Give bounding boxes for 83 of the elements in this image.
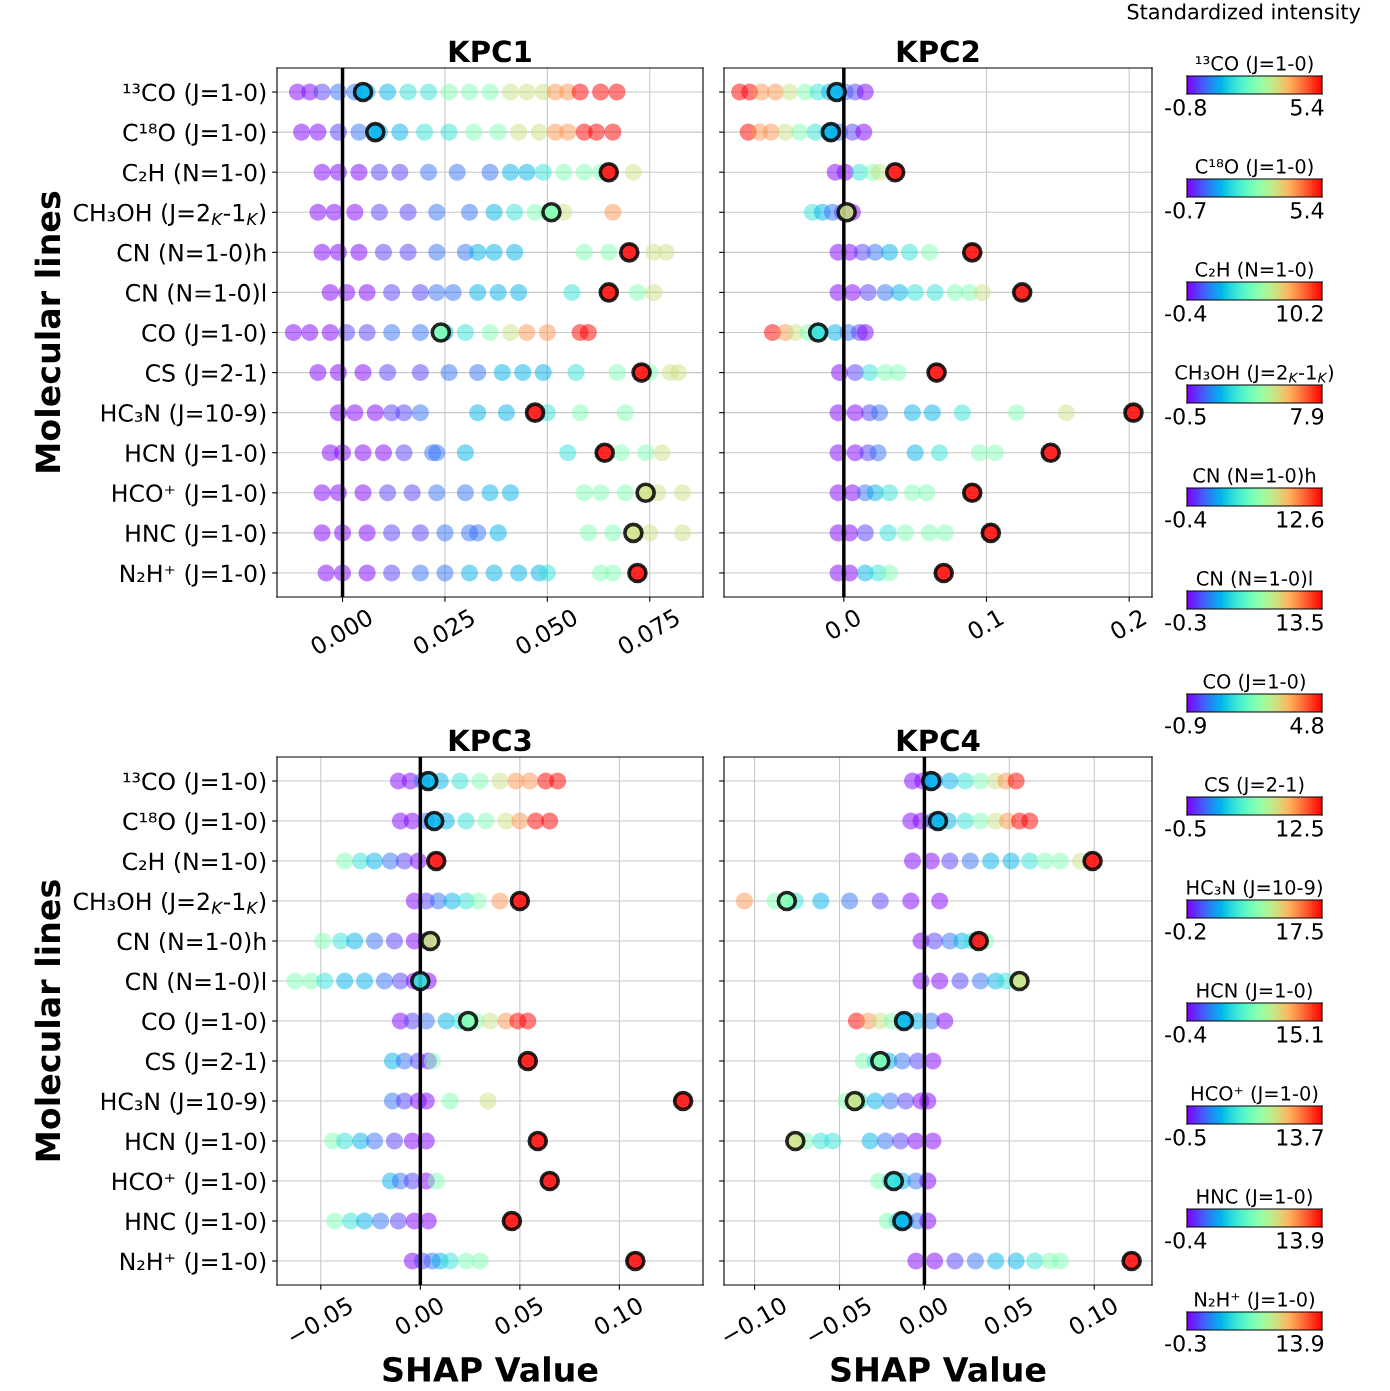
- y-axis-title: Molecular lines: [34, 191, 61, 472]
- text: N₂H⁺ (J=1-0): [1195, 1291, 1315, 1311]
- x-axis-title: SHAP Value: [831, 1356, 1046, 1383]
- y-tick-label: CN (N=1-0)h: [117, 932, 266, 954]
- chart-title: KPC1: [449, 40, 531, 63]
- y-tick-label: C¹⁸O (J=1-0): [123, 123, 266, 146]
- text: 5.4: [1291, 202, 1324, 219]
- y-tick-label: CN (N=1-0)l: [125, 972, 266, 994]
- text: Standardized intensity: [1127, 3, 1361, 24]
- y-tick-label: CN (N=1-0)l: [125, 283, 266, 305]
- text: 13.7: [1277, 1128, 1323, 1146]
- text: -0.3: [1165, 1334, 1206, 1352]
- x-tick-label: 0.10: [592, 1295, 645, 1337]
- text: C¹⁸O (J=1-0): [1195, 158, 1313, 178]
- y-axis-title: Molecular lines: [34, 880, 61, 1161]
- chart-title: KPC4: [897, 729, 980, 752]
- text: -0.4: [1165, 1025, 1207, 1043]
- text: 17.5: [1277, 923, 1323, 940]
- text: 13.9: [1277, 1334, 1324, 1352]
- text: CN (N=1-0)h: [1193, 467, 1316, 486]
- text: 13.5: [1277, 613, 1323, 631]
- y-tick-label: ¹³CO (J=1-0): [123, 772, 266, 795]
- text: -0.9: [1165, 716, 1206, 734]
- text: 12.6: [1277, 510, 1324, 528]
- y-tick-label: C¹⁸O (J=1-0): [123, 812, 266, 835]
- text: HNC (J=1-0): [1197, 1188, 1312, 1208]
- y-tick-label: CN (N=1-0)h: [117, 243, 266, 265]
- x-tick-label: 0.00: [393, 1295, 446, 1337]
- chart-title: KPC2: [897, 40, 979, 63]
- text: HCN (J=1-0): [1197, 982, 1312, 1002]
- y-tick-label: CH₃OH (J=2$_{K}$-1$_{K}$): [73, 203, 266, 226]
- text: CO (J=1-0): [1203, 673, 1305, 693]
- text: -0.7: [1165, 201, 1206, 219]
- text: -0.5: [1165, 407, 1206, 425]
- text: C₂H (N=1-0): [1195, 261, 1313, 280]
- text: ¹³CO (J=1-0): [1195, 55, 1313, 75]
- y-tick-label: HCN (J=1-0): [126, 443, 266, 467]
- text: HC₃N (J=10-9): [1187, 879, 1322, 899]
- y-tick-label: HNC (J=1-0): [126, 523, 266, 547]
- text: HCO⁺ (J=1-0): [1191, 1085, 1318, 1105]
- y-tick-label: N₂H⁺ (J=1-0): [121, 564, 266, 587]
- y-tick-label: HCO⁺ (J=1-0): [113, 1172, 266, 1195]
- text: CS (J=2-1): [1205, 776, 1304, 796]
- x-tick-label: 0.05: [492, 1296, 545, 1337]
- y-tick-label: CS (J=2-1): [145, 363, 266, 387]
- text: -0.3: [1165, 613, 1206, 631]
- y-tick-label: HC₃N (J=10-9): [101, 403, 266, 427]
- text: -0.4: [1165, 510, 1207, 528]
- y-tick-label: HCO⁺ (J=1-0): [113, 483, 266, 507]
- y-tick-label: ¹³CO (J=1-0): [123, 83, 266, 106]
- text: CH₃OH (J=2$_{K}$-1$_{K}$): [1175, 364, 1333, 384]
- y-tick-label: C₂H (N=1-0): [122, 852, 266, 874]
- text: -0.5: [1165, 819, 1206, 837]
- x-tick-label: 0.2: [1108, 608, 1147, 641]
- text: 7.9: [1291, 407, 1324, 425]
- x-axis-title: SHAP Value: [383, 1356, 598, 1383]
- y-tick-label: CH₃OH (J=2$_{K}$-1$_{K}$): [73, 892, 266, 915]
- text: 12.5: [1277, 819, 1323, 837]
- text: -0.8: [1165, 98, 1206, 116]
- x-tick-label: 0.00: [897, 1295, 950, 1337]
- y-tick-label: HC₃N (J=10-9): [101, 1092, 266, 1115]
- x-tick-label: 0.1: [966, 608, 1005, 641]
- y-tick-label: N₂H⁺ (J=1-0): [121, 1252, 266, 1275]
- text: 4.8: [1290, 716, 1324, 734]
- text: 5.4: [1291, 99, 1324, 116]
- x-tick-label: 0.0: [823, 607, 863, 641]
- text: -0.4: [1165, 1231, 1207, 1249]
- x-tick-label: 0.05: [982, 1296, 1034, 1337]
- text: -0.5: [1165, 1128, 1206, 1146]
- text: CN (N=1-0)l: [1196, 570, 1312, 589]
- y-tick-label: CO (J=1-0): [142, 1012, 266, 1035]
- text: -0.4: [1165, 304, 1207, 322]
- y-tick-label: C₂H (N=1-0): [122, 163, 266, 185]
- text: 10.2: [1277, 304, 1323, 322]
- text: -0.2: [1165, 922, 1206, 940]
- y-tick-label: HCN (J=1-0): [126, 1132, 266, 1155]
- y-tick-label: CS (J=2-1): [145, 1052, 266, 1075]
- y-tick-label: CO (J=1-0): [142, 323, 266, 347]
- x-tick-label: 0.10: [1067, 1295, 1120, 1337]
- chart-title: KPC3: [449, 729, 531, 752]
- text: 13.9: [1277, 1231, 1324, 1249]
- text: 15.1: [1277, 1026, 1323, 1043]
- y-tick-label: HNC (J=1-0): [126, 1212, 266, 1235]
